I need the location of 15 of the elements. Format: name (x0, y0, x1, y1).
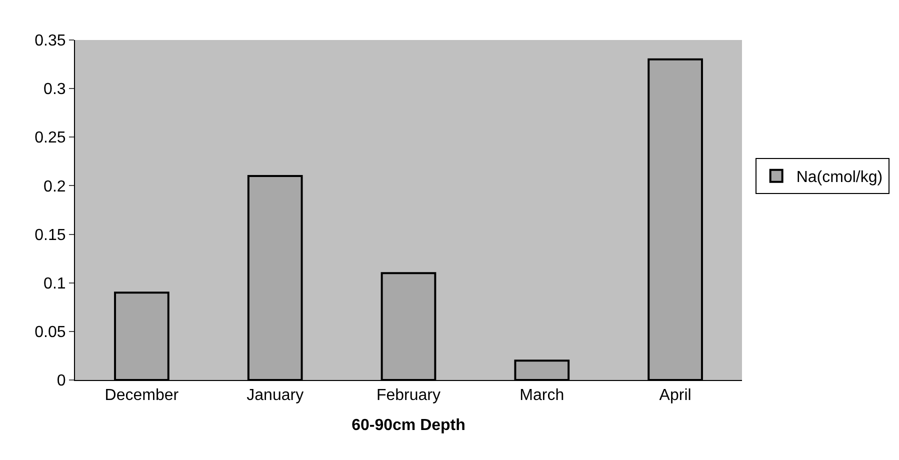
y-tick-label: 0.3 (44, 81, 66, 98)
y-tick-label: 0.05 (34, 324, 66, 342)
x-tick-label: February (376, 387, 441, 404)
x-tick-label: January (246, 387, 304, 404)
x-axis-title: 60-90cm Depth (352, 416, 466, 434)
y-tick-label: 0.35 (34, 32, 66, 50)
y-tick-label: 0.25 (34, 130, 66, 147)
y-tick-label: 0.2 (44, 178, 66, 196)
y-tick-label: 0.15 (34, 226, 66, 244)
x-tick-label: December (104, 387, 180, 404)
y-tick-label: 0 (56, 372, 66, 390)
legend-label: Na(cmol/kg) (796, 169, 883, 186)
x-tick-label: April (659, 387, 692, 404)
x-tick-label: March (520, 387, 564, 404)
y-tick-label: 0.1 (44, 275, 66, 292)
